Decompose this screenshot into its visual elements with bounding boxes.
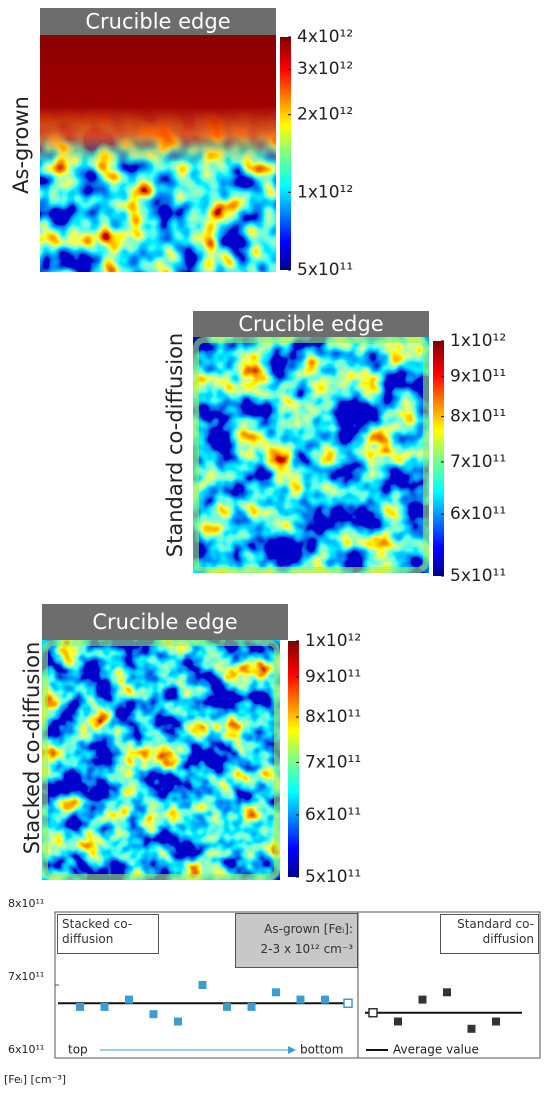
heatmap-image (42, 640, 280, 880)
point (76, 1003, 84, 1011)
direction-end: bottom (300, 1043, 343, 1057)
side-label: Stacked co-diffusion (20, 642, 44, 855)
heatmap-image (193, 337, 429, 573)
point (468, 1025, 476, 1033)
colorbar-tick-label: 7x10¹¹ (450, 452, 506, 472)
header: Crucible edge (238, 312, 383, 336)
header: Crucible edge (92, 610, 237, 634)
point (101, 1003, 109, 1011)
colorbar-tick-label: 5x10¹¹ (305, 867, 361, 887)
colorbar (280, 37, 291, 270)
colorbar-tick-label: 8x10¹¹ (305, 707, 361, 727)
point (419, 996, 427, 1004)
point (125, 996, 133, 1004)
colorbar-tick-label: 3x10¹² (297, 59, 353, 79)
colorbar-tick-label: 5x10¹¹ (297, 260, 353, 280)
colorbar-tick-label: 7x10¹¹ (305, 752, 361, 772)
series-label: Standard co-diffusion (457, 917, 534, 946)
colorbar-tick-label: 1x10¹² (297, 182, 353, 202)
y-tick-label: 6x10¹¹ (8, 1043, 44, 1056)
heatmap-overlay (40, 35, 276, 272)
y-tick-label: 7x10¹¹ (8, 970, 44, 983)
point (272, 988, 280, 996)
colorbar-tick-label: 2x10¹² (297, 105, 353, 125)
arrow-head (288, 1046, 296, 1054)
point (199, 981, 207, 989)
colorbar-tick-label: 1x10¹² (450, 331, 506, 351)
average-marker (344, 999, 352, 1007)
series-label: Stacked co-diffusion (62, 917, 132, 946)
colorbar-tick-label: 6x10¹¹ (305, 805, 361, 825)
annotation: 2-3 x 10¹² cm⁻³ (240, 939, 353, 959)
y-axis-label: [Feᵢ] [cm⁻³] (4, 1073, 66, 1086)
annotation: As-grown [Feᵢ]: (240, 919, 353, 939)
colorbar-tick-label: 1x10¹² (305, 631, 361, 651)
colorbar-tick-label: 6x10¹¹ (450, 504, 506, 524)
page: Crucible edge As-grown 5x10¹¹ 1x10¹² 2x10¹² 3… (0, 0, 544, 1095)
series-label-box: Stacked co-diffusion (57, 914, 159, 954)
colorbar-tick-label: 9x10¹¹ (305, 667, 361, 687)
point (321, 996, 329, 1004)
average-marker (369, 1009, 377, 1017)
direction-start: top (68, 1043, 88, 1057)
colorbar-tick-label: 5x10¹¹ (450, 566, 506, 586)
series-label-box: Standard co-diffusion (440, 914, 539, 954)
y-tick-label: 8x10¹¹ (8, 897, 44, 910)
colorbar-tick-label: 4x10¹² (297, 27, 353, 47)
legend-label: Average value (393, 1043, 479, 1057)
point (297, 996, 305, 1004)
point (150, 1010, 158, 1018)
colorbar-tick-label: 8x10¹¹ (450, 407, 506, 427)
point (223, 1003, 231, 1011)
colorbar-tick-label: 9x10¹¹ (450, 367, 506, 387)
point (492, 1018, 500, 1026)
side-label: As-grown (9, 96, 33, 194)
point (174, 1018, 182, 1026)
header: Crucible edge (85, 10, 230, 34)
point (248, 1003, 256, 1011)
side-label: Standard co-diffusion (163, 333, 187, 557)
annotation-box: As-grown [Feᵢ]:2-3 x 10¹² cm⁻³ (235, 913, 358, 968)
point (394, 1018, 402, 1026)
point (443, 988, 451, 996)
